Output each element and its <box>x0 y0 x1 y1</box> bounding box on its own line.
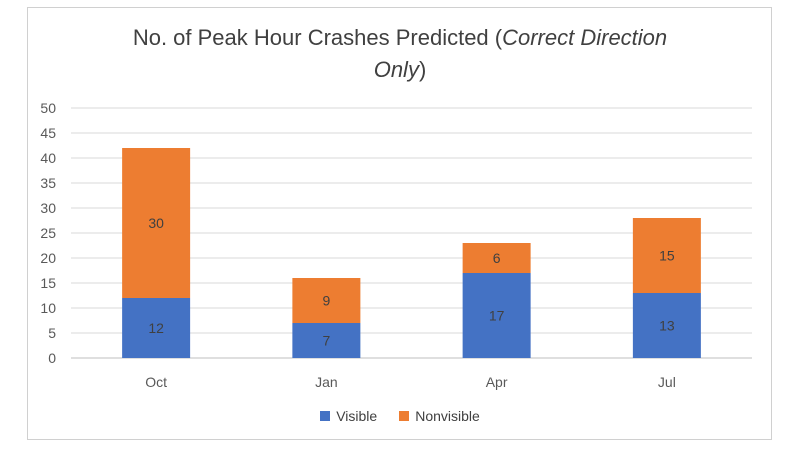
bar-nonvisible-apr <box>462 243 531 273</box>
legend: Visible Nonvisible <box>0 408 800 424</box>
bar-visible-oct <box>122 298 191 358</box>
bar-visible-jan <box>292 323 361 358</box>
y-tick-label: 15 <box>40 275 56 291</box>
y-tick-label: 0 <box>48 350 56 366</box>
x-tick-label-apr: Apr <box>486 374 508 390</box>
data-label-visible-jul: 13 <box>659 318 675 334</box>
y-tick-label: 40 <box>40 150 56 166</box>
bar-nonvisible-jan <box>292 278 361 323</box>
legend-swatch-visible <box>320 411 331 421</box>
y-tick-label: 50 <box>40 100 56 116</box>
x-tick-label-oct: Oct <box>145 374 167 390</box>
legend-label-visible: Visible <box>336 408 378 424</box>
title-italic-2: Only <box>373 57 419 82</box>
bar-nonvisible-jul <box>632 218 701 293</box>
y-tick-label: 10 <box>40 300 56 316</box>
title-close: ) <box>418 57 427 82</box>
y-tick-label: 25 <box>40 225 56 241</box>
bar-nonvisible-oct <box>122 148 191 298</box>
data-label-nonvisible-jul: 15 <box>659 248 675 264</box>
legend-label-nonvisible: Nonvisible <box>415 408 480 424</box>
title-main: No. of Peak Hour Crashes Predicted ( <box>132 25 503 50</box>
data-label-nonvisible-oct: 30 <box>148 215 164 231</box>
y-tick-label: 5 <box>48 325 56 341</box>
x-tick-label-jul: Jul <box>658 374 676 390</box>
bars: 12 30 7 9 17 6 13 15 <box>122 148 701 358</box>
data-label-visible-jan: 7 <box>322 333 330 349</box>
legend-item-nonvisible: Nonvisible <box>399 408 480 424</box>
data-label-nonvisible-jan: 9 <box>322 293 330 309</box>
y-tick-label: 35 <box>40 175 56 191</box>
y-tick-label: 20 <box>40 250 56 266</box>
y-axis: 0 5 10 15 20 25 30 35 40 45 50 <box>40 100 56 366</box>
chart-title: No. of Peak Hour Crashes Predicted (Corr… <box>0 22 800 86</box>
y-tick-label: 45 <box>40 125 56 141</box>
bar-visible-jul <box>632 293 701 358</box>
legend-swatch-nonvisible <box>399 411 410 421</box>
x-axis: Oct Jan Apr Jul <box>145 374 676 390</box>
x-tick-label-jan: Jan <box>315 374 338 390</box>
bar-visible-apr <box>462 273 531 358</box>
data-label-visible-oct: 12 <box>148 320 164 336</box>
data-label-nonvisible-apr: 6 <box>493 250 501 266</box>
legend-item-visible: Visible <box>320 408 377 424</box>
data-label-visible-apr: 17 <box>489 308 505 324</box>
title-italic-1: Correct Direction <box>502 25 668 50</box>
y-tick-label: 30 <box>40 200 56 216</box>
